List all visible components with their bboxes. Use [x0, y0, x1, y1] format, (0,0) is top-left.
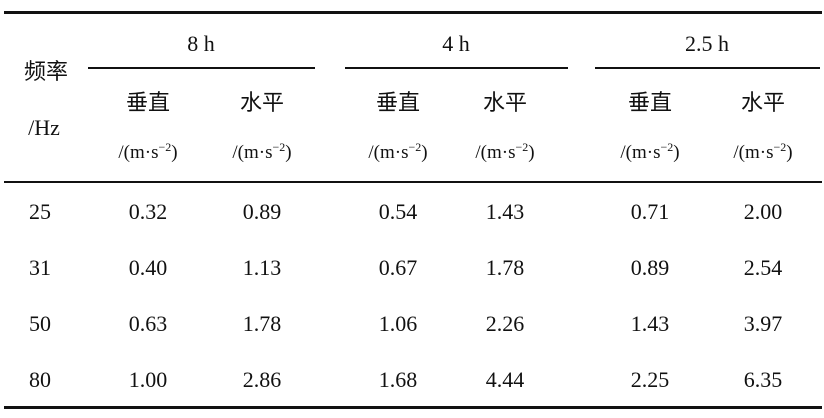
- header-rule: [4, 181, 822, 183]
- unit-suffix: ): [285, 142, 292, 164]
- unit-exponent: −2: [158, 139, 172, 154]
- value-cell: 0.54: [378, 199, 418, 224]
- frequency-cell: 25: [29, 199, 51, 224]
- unit-exponent: −2: [773, 139, 787, 154]
- subheader-vertical: 垂直: [375, 90, 421, 115]
- unit-label: /(m·s−2): [368, 140, 427, 164]
- value-cell: 0.67: [378, 255, 418, 280]
- value-cell: 0.40: [128, 255, 168, 280]
- value-cell: 2.26: [485, 311, 525, 336]
- value-cell: 0.32: [128, 199, 168, 224]
- row-header-unit: /Hz: [28, 115, 60, 140]
- group-header-2-5h: 2.5 h: [685, 31, 729, 56]
- value-cell: 0.63: [128, 311, 168, 336]
- frequency-cell: 80: [29, 367, 51, 392]
- value-cell: 1.13: [242, 255, 282, 280]
- unit-exponent: −2: [408, 139, 422, 154]
- unit-exponent: −2: [660, 139, 674, 154]
- group-rule-8h: [88, 67, 315, 69]
- unit-label: /(m·s−2): [620, 140, 679, 164]
- value-cell: 1.78: [242, 311, 282, 336]
- value-cell: 1.43: [485, 199, 525, 224]
- value-cell: 1.00: [128, 367, 168, 392]
- unit-prefix: /(m·s: [118, 142, 159, 164]
- unit-label: /(m·s−2): [232, 140, 291, 164]
- value-cell: 6.35: [743, 367, 783, 392]
- group-rule-4h: [345, 67, 568, 69]
- unit-label: /(m·s−2): [118, 140, 177, 164]
- top-rule: [4, 11, 822, 14]
- unit-exponent: −2: [515, 139, 529, 154]
- subheader-vertical: 垂直: [627, 90, 673, 115]
- value-cell: 0.89: [630, 255, 670, 280]
- frequency-cell: 31: [29, 255, 51, 280]
- value-cell: 1.78: [485, 255, 525, 280]
- value-cell: 3.97: [743, 311, 783, 336]
- unit-prefix: /(m·s: [232, 142, 273, 164]
- unit-suffix: ): [786, 142, 793, 164]
- group-rule-2-5h: [595, 67, 820, 69]
- unit-exponent: −2: [272, 139, 286, 154]
- row-header-frequency: 频率: [23, 59, 69, 84]
- value-cell: 2.00: [743, 199, 783, 224]
- unit-prefix: /(m·s: [368, 142, 409, 164]
- value-cell: 2.25: [630, 367, 670, 392]
- unit-suffix: ): [421, 142, 428, 164]
- value-cell: 1.68: [378, 367, 418, 392]
- unit-prefix: /(m·s: [475, 142, 516, 164]
- value-cell: 0.71: [630, 199, 670, 224]
- value-cell: 4.44: [485, 367, 525, 392]
- value-cell: 2.86: [242, 367, 282, 392]
- value-cell: 0.89: [242, 199, 282, 224]
- group-header-4h: 4 h: [442, 31, 470, 56]
- value-cell: 1.06: [378, 311, 418, 336]
- bottom-rule: [4, 406, 822, 409]
- unit-label: /(m·s−2): [733, 140, 792, 164]
- value-cell: 2.54: [743, 255, 783, 280]
- group-header-8h: 8 h: [187, 31, 215, 56]
- subheader-vertical: 垂直: [125, 90, 171, 115]
- value-cell: 1.43: [630, 311, 670, 336]
- frequency-cell: 50: [29, 311, 51, 336]
- unit-prefix: /(m·s: [620, 142, 661, 164]
- unit-prefix: /(m·s: [733, 142, 774, 164]
- subheader-horizontal: 水平: [239, 90, 285, 115]
- subheader-horizontal: 水平: [482, 90, 528, 115]
- unit-label: /(m·s−2): [475, 140, 534, 164]
- subheader-horizontal: 水平: [740, 90, 786, 115]
- unit-suffix: ): [171, 142, 178, 164]
- unit-suffix: ): [673, 142, 680, 164]
- unit-suffix: ): [528, 142, 535, 164]
